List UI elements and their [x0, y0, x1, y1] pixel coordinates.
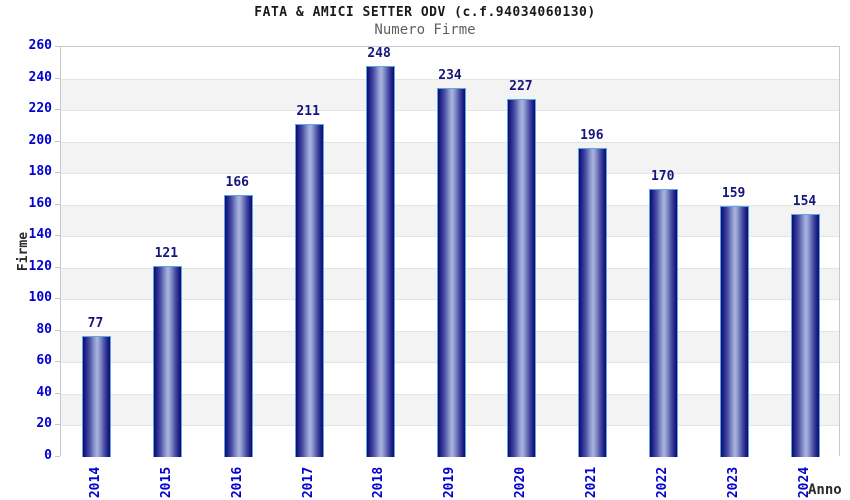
x-tick-label: 2022 [655, 466, 671, 498]
gridline [61, 78, 839, 80]
y-tick-mark [55, 424, 60, 426]
bar-2016 [223, 195, 253, 457]
x-tick-label: 2015 [158, 466, 174, 498]
bar-2023 [720, 206, 750, 457]
y-tick-mark [55, 456, 60, 457]
y-tick-mark [55, 298, 60, 300]
bar-value-label: 154 [792, 194, 817, 210]
y-tick-mark [55, 140, 60, 142]
bar-2024 [791, 214, 821, 457]
x-tick-label: 2019 [442, 466, 458, 498]
x-tick-label: 2016 [229, 466, 245, 498]
x-tick-label: 2020 [513, 466, 529, 498]
y-tick-label: 20 [36, 416, 52, 432]
y-tick-label: 120 [28, 258, 52, 274]
y-tick-mark [55, 235, 60, 237]
y-tick-label: 260 [28, 38, 52, 53]
bar-value-label: 227 [509, 79, 533, 95]
plot-area [60, 46, 840, 457]
bar-value-label: 248 [367, 45, 391, 61]
y-tick-mark [55, 329, 60, 331]
y-tick-label: 200 [28, 132, 52, 148]
y-tick-label: 140 [28, 227, 52, 243]
x-tick-label: 2017 [300, 466, 316, 498]
bar-2022 [649, 188, 679, 457]
bar-value-label: 211 [296, 104, 320, 120]
y-tick-mark [55, 109, 60, 111]
bar-2018 [365, 65, 395, 457]
y-tick-label: 180 [28, 164, 52, 180]
y-tick-label: 220 [28, 101, 52, 117]
x-tick-label: 2014 [87, 466, 103, 498]
bar-value-label: 159 [721, 186, 746, 202]
y-tick-mark [55, 203, 60, 205]
y-tick-mark [55, 266, 60, 268]
plot-band [61, 47, 839, 79]
chart-subtitle: Numero Firme [374, 22, 476, 38]
bar-value-label: 170 [650, 168, 675, 184]
y-tick-mark [55, 172, 60, 174]
x-tick-label: 2024 [797, 466, 813, 498]
y-tick-mark [55, 361, 60, 363]
bar-value-label: 77 [87, 315, 104, 331]
y-tick-label: 240 [28, 69, 52, 85]
bar-value-label: 121 [154, 246, 179, 262]
y-tick-label: 100 [28, 290, 52, 306]
y-tick-label: 40 [36, 384, 52, 400]
bar-2021 [578, 147, 608, 457]
bar-value-label: 196 [580, 127, 604, 143]
y-tick-mark [55, 46, 60, 47]
bar-2019 [436, 88, 466, 457]
x-tick-label: 2018 [371, 466, 387, 498]
bar-value-label: 166 [225, 175, 249, 191]
y-tick-label: 0 [44, 448, 52, 463]
bar-2020 [507, 99, 537, 457]
x-tick-label: 2023 [726, 466, 742, 498]
x-tick-label: 2021 [584, 466, 600, 498]
bar-2014 [81, 335, 111, 457]
bar-2015 [152, 266, 182, 457]
bar-2017 [294, 124, 324, 457]
y-tick-mark [55, 392, 60, 394]
y-tick-label: 160 [28, 195, 52, 211]
y-tick-label: 60 [36, 353, 52, 369]
y-tick-label: 80 [36, 321, 52, 337]
y-tick-mark [55, 77, 60, 79]
bar-value-label: 234 [438, 68, 462, 83]
x-axis-title: Anno [808, 482, 842, 498]
chart-title: FATA & AMICI SETTER ODV (c.f.94034060130… [254, 5, 596, 20]
